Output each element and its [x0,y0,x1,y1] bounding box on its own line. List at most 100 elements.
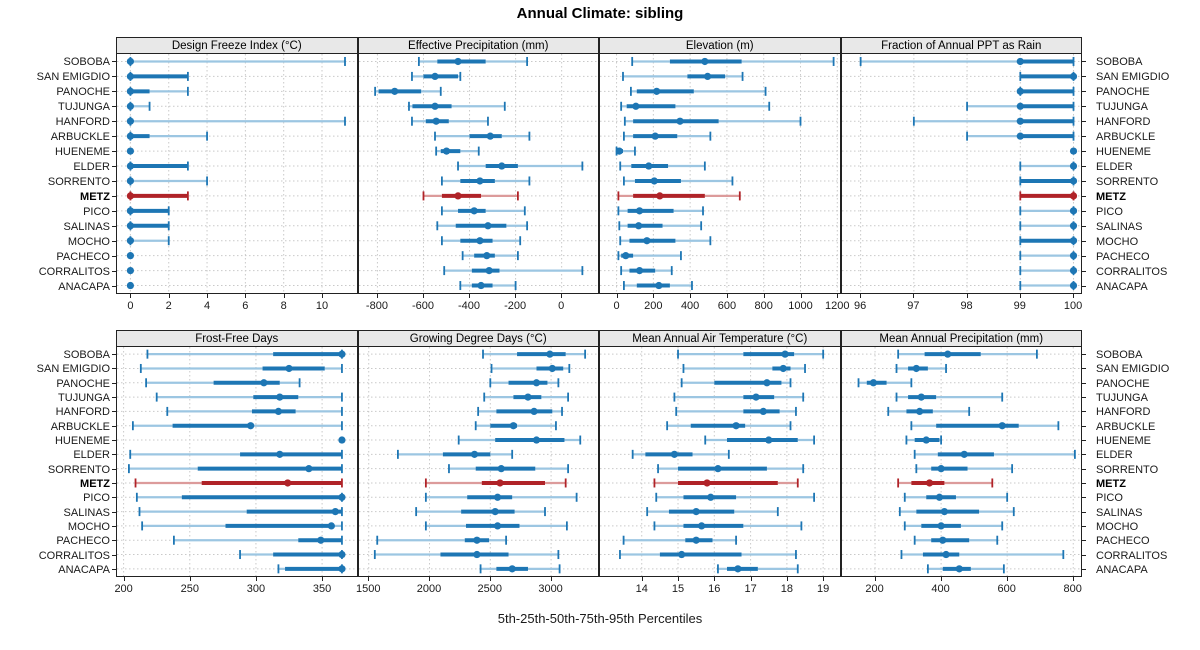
median-dot [653,87,661,95]
site-label: PICO [1096,205,1123,218]
y-axis-tick [1082,195,1086,197]
y-axis-tick [1082,255,1086,257]
x-axis-tick [189,577,191,581]
site-label: PICO [1096,492,1123,505]
x-axis-tick-label: 200 [114,583,133,595]
median-dot [491,507,499,516]
x-axis-tick [130,294,132,298]
median-dot [532,436,540,444]
site-label: SAN EMIGDIO [36,363,110,376]
median-dot [126,147,135,155]
x-axis-tick-label: 200 [865,583,884,595]
y-axis-tick [1082,240,1086,242]
median-dot [529,407,538,416]
site-label: PACHECO [1096,535,1150,548]
median-dot [651,132,659,140]
y-axis-tick [1082,166,1086,168]
site-label: PANOCHE [56,86,110,99]
x-axis-tick [641,577,643,581]
site-label: MOCHO [1096,235,1139,248]
x-axis-tick-label: 16 [708,583,721,595]
median-dot [635,222,643,230]
y-axis-tick [1082,482,1086,484]
x-axis-tick [800,294,802,298]
site-label: PANOCHE [1096,377,1150,390]
median-dot [126,132,135,140]
median-dot [305,465,313,473]
x-axis-tick-label: 2 [165,300,172,312]
y-axis-tick [112,195,116,197]
site-label: HANFORD [55,406,110,419]
median-dot [645,162,653,170]
site-label: MOCHO [67,235,110,248]
x-axis-tick [1073,294,1075,298]
median-dot [472,536,481,544]
axis-caption: 5th-25th-50th-75th-95th Percentiles [497,611,703,626]
median-dot [126,72,135,81]
median-dot [632,102,640,110]
site-label: METZ [1096,477,1126,490]
median-dot [912,364,920,373]
panel-0: Design Freeze Index (°C) 0 2 4 6 8 10 [112,37,358,319]
median-dot [493,493,501,501]
x-axis-tick [837,294,839,298]
site-label: SOBOBA [1096,349,1143,362]
site-label: HUENEME [1096,435,1152,448]
median-dot [707,493,715,501]
median-dot [1069,147,1077,155]
site-label: SAN EMIGDIO [36,71,110,84]
y-axis-tick [1082,440,1086,442]
site-label: ARBUCKLE [50,131,110,144]
y-axis-tick [112,497,116,499]
site-label: PACHECO [1096,250,1150,263]
median-dot [260,379,268,387]
x-axis-tick-label: 1500 [355,583,381,595]
median-dot [1069,207,1077,215]
y-axis-tick [112,106,116,108]
median-dot [493,522,501,530]
x-axis-tick-label: 98 [960,300,973,312]
x-axis-tick-label: 4 [203,300,211,312]
panel-strip-title: Growing Degree Days (°C) [357,330,599,347]
x-axis-tick-label: 96 [854,300,867,312]
median-dot [704,72,712,81]
median-dot [703,479,711,487]
y-axis-tick [112,91,116,93]
y-axis-tick [1082,225,1086,227]
panel-plot-svg [358,54,598,293]
site-label: PANOCHE [56,377,110,390]
x-axis-tick [123,577,125,581]
median-dot [338,436,346,444]
median-dot [430,102,439,110]
median-dot [338,565,346,573]
y-axis-tick [1082,106,1086,108]
median-dot [915,407,923,416]
y-axis-tick [112,285,116,287]
median-dot [692,536,700,544]
median-dot [1016,87,1024,95]
y-axis-tick [112,121,116,123]
median-dot [390,87,398,95]
median-dot [937,522,945,530]
median-dot [615,147,623,155]
y-axis-tick [1082,151,1086,153]
x-axis-tick [913,294,915,298]
y-axis-tick [112,568,116,570]
site-label: ELDER [73,161,110,174]
median-dot [532,379,540,387]
site-labels-left-row1: SOBOBA SAN EMIGDIO PANOCHE TUJUNGA HANFORD AR… [0,347,110,578]
x-axis-tick [550,577,552,581]
panel-1: Effective Precipitation (mm) -800 -600 -400… [357,37,599,319]
x-axis-tick-label: 0 [613,300,620,312]
panel-3: Fraction of Annual PPT as Rain 96 97 98 99 10… [840,37,1086,319]
median-dot [475,177,484,185]
median-dot [470,207,478,215]
median-dot [1069,192,1077,200]
y-axis-tick [112,511,116,513]
panel-strip-title: Fraction of Annual PPT as Rain [840,37,1082,54]
site-label: CORRALITOS [1096,549,1168,562]
median-dot [759,407,767,416]
median-dot [126,207,135,215]
x-axis-tick-label: 100 [1063,300,1083,312]
site-label: SORRENTO [47,463,110,476]
